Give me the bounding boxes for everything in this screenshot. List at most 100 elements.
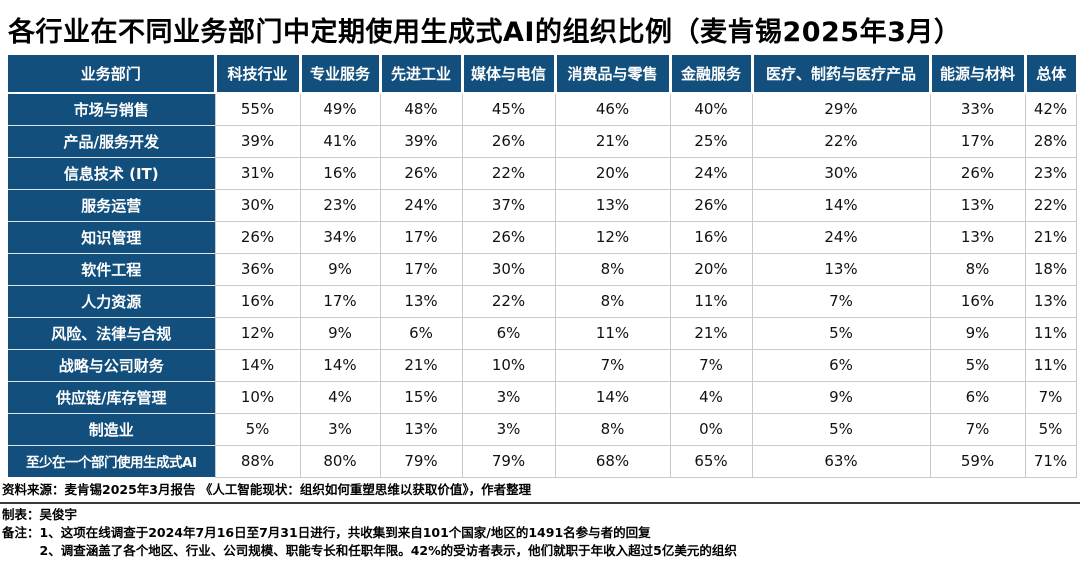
value-cell: 8%: [554, 284, 671, 318]
value-cell: 22%: [751, 124, 931, 158]
value-cell: 22%: [1024, 188, 1077, 222]
value-cell: 16%: [669, 220, 753, 254]
value-cell: 88%: [214, 444, 301, 478]
value-cell: 30%: [461, 252, 556, 286]
value-cell: 17%: [379, 220, 463, 254]
table-row: 知识管理 26% 34% 17% 26% 12% 16% 24% 13% 21%: [8, 220, 1077, 254]
value-cell: 24%: [751, 220, 931, 254]
value-cell: 13%: [379, 412, 463, 446]
table-row: 人力资源 16% 17% 13% 22% 8% 11% 7% 16% 13%: [8, 284, 1077, 318]
value-cell: 46%: [554, 92, 671, 126]
value-cell: 14%: [751, 188, 931, 222]
value-cell: 15%: [379, 380, 463, 414]
value-cell: 63%: [751, 444, 931, 478]
value-cell: 79%: [461, 444, 556, 478]
value-cell: 20%: [669, 252, 753, 286]
value-cell: 10%: [214, 380, 301, 414]
note-1: 1、这项在线调查于2024年7月16日至7月31日进行，共收集到来自101个国家…: [39, 524, 651, 540]
row-label: 产品/服务开发: [8, 124, 215, 157]
value-cell: 18%: [1024, 252, 1077, 286]
row-label: 软件工程: [8, 252, 215, 285]
value-cell: 5%: [751, 316, 931, 350]
value-cell: 11%: [554, 316, 671, 350]
value-cell: 55%: [214, 92, 301, 126]
column-header: 先进工业: [378, 55, 462, 94]
column-header: 消费品与零售: [553, 55, 670, 94]
value-cell: 20%: [554, 156, 671, 190]
table-row: 至少在一个部门使用生成式AI 88% 80% 79% 79% 68% 65% 63% 59% 71…: [8, 444, 1077, 478]
value-cell: 8%: [554, 252, 671, 286]
value-cell: 21%: [669, 316, 753, 350]
value-cell: 21%: [379, 348, 463, 382]
value-cell: 6%: [929, 380, 1026, 414]
value-cell: 11%: [1024, 316, 1077, 350]
notes-label: 备注：: [2, 524, 40, 540]
note-2: 2、调查涵盖了各个地区、行业、公司规模、职能专长和任职年限。42%的受访者表示，…: [39, 542, 737, 558]
value-cell: 3%: [461, 412, 556, 446]
value-cell: 8%: [554, 412, 671, 446]
value-cell: 45%: [461, 92, 556, 126]
value-cell: 6%: [751, 348, 931, 382]
row-label: 市场与销售: [8, 93, 215, 125]
column-header: 专业服务: [298, 55, 380, 94]
table-body: 市场与销售 55% 49% 48% 45% 46% 40% 29% 33% 42% 产品/服务开发 3…: [8, 92, 1077, 478]
value-cell: 16%: [929, 284, 1026, 318]
row-label: 制造业: [8, 412, 215, 445]
value-cell: 17%: [929, 124, 1026, 158]
value-cell: 11%: [669, 284, 753, 318]
table-row: 服务运营 30% 23% 24% 37% 13% 26% 14% 13% 22%: [8, 188, 1077, 222]
value-cell: 26%: [929, 156, 1026, 190]
table-row: 产品/服务开发 39% 41% 39% 26% 21% 25% 22% 17% 28%: [8, 124, 1077, 158]
value-cell: 10%: [461, 348, 556, 382]
value-cell: 14%: [214, 348, 301, 382]
value-cell: 24%: [379, 188, 463, 222]
row-label: 知识管理: [8, 220, 215, 253]
table-row: 软件工程 36% 9% 17% 30% 8% 20% 13% 8% 18%: [8, 252, 1077, 286]
page-title: 各行业在不同业务部门中定期使用生成式AI的组织比例（麦肯锡2025年3月）: [8, 17, 962, 48]
value-cell: 3%: [299, 412, 381, 446]
value-cell: 22%: [461, 156, 556, 190]
value-cell: 26%: [461, 220, 556, 254]
value-cell: 6%: [379, 316, 463, 350]
value-cell: 12%: [214, 316, 301, 350]
value-cell: 25%: [669, 124, 753, 158]
value-cell: 26%: [669, 188, 753, 222]
genai-usage-table: 业务部门 科技行业 专业服务 先进工业 媒体与电信 消费品与零售 金融服务 医疗、制药与医疗…: [8, 55, 1077, 478]
value-cell: 39%: [214, 124, 301, 158]
value-cell: 6%: [461, 316, 556, 350]
row-label: 风险、法律与合规: [8, 316, 215, 349]
value-cell: 0%: [669, 412, 753, 446]
row-label: 服务运营: [8, 188, 215, 221]
value-cell: 59%: [929, 444, 1026, 478]
column-header: 媒体与电信: [460, 55, 555, 94]
row-label: 信息技术 (IT): [8, 156, 215, 189]
value-cell: 14%: [554, 380, 671, 414]
value-cell: 80%: [299, 444, 381, 478]
value-cell: 31%: [214, 156, 301, 190]
value-cell: 13%: [379, 284, 463, 318]
value-cell: 3%: [461, 380, 556, 414]
value-cell: 7%: [751, 284, 931, 318]
value-cell: 36%: [214, 252, 301, 286]
value-cell: 17%: [379, 252, 463, 286]
value-cell: 65%: [669, 444, 753, 478]
value-cell: 33%: [929, 92, 1026, 126]
value-cell: 37%: [461, 188, 556, 222]
corner-header: 业务部门: [8, 55, 215, 94]
row-label: 人力资源: [8, 284, 215, 317]
header-row: 业务部门 科技行业 专业服务 先进工业 媒体与电信 消费品与零售 金融服务 医疗、制药与医疗…: [8, 55, 1076, 94]
column-header: 金融服务: [668, 55, 752, 94]
value-cell: 9%: [929, 316, 1026, 350]
table-row: 制造业 5% 3% 13% 3% 8% 0% 5% 7% 5%: [8, 412, 1077, 446]
value-cell: 11%: [1024, 348, 1077, 382]
value-cell: 9%: [299, 316, 381, 350]
value-cell: 7%: [669, 348, 753, 382]
value-cell: 49%: [299, 92, 381, 126]
value-cell: 12%: [554, 220, 671, 254]
value-cell: 41%: [299, 124, 381, 158]
value-cell: 13%: [929, 188, 1026, 222]
footer: 资料来源：麦肯锡2025年3月报告 《人工智能现状：组织如何重塑思维以获取价值》…: [0, 480, 1080, 561]
column-header: 科技行业: [213, 55, 300, 94]
value-cell: 4%: [299, 380, 381, 414]
